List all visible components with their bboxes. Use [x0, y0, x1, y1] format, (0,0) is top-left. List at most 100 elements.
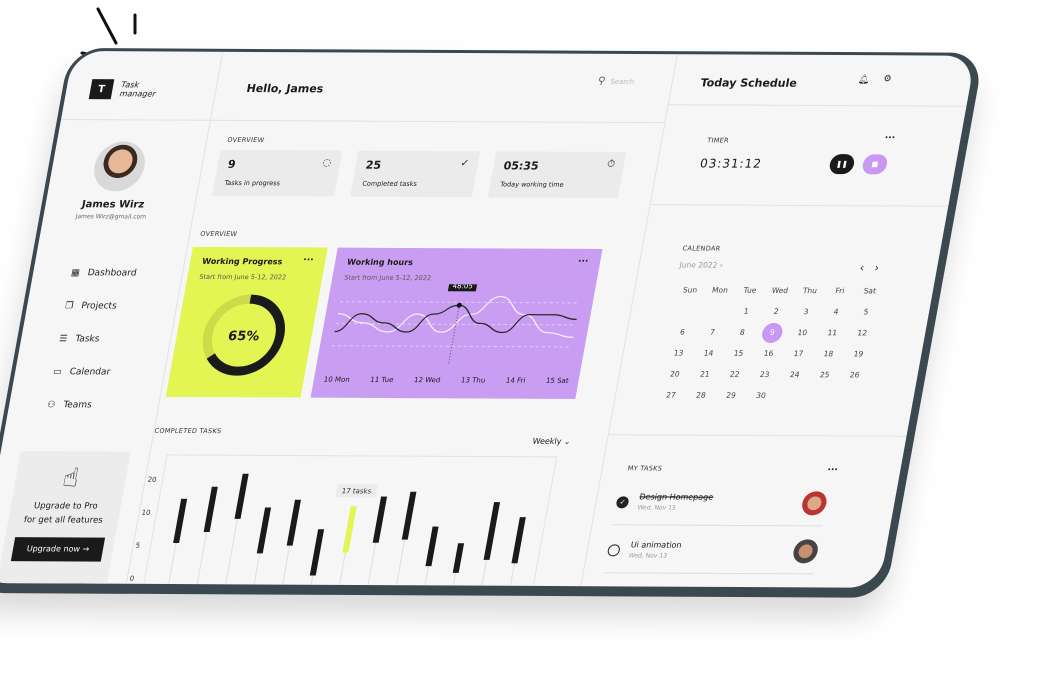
- weekly-dropdown[interactable]: Weekly ⌄: [532, 437, 572, 446]
- day-cell[interactable]: 29: [714, 385, 748, 406]
- day-cell[interactable]: 24: [778, 364, 812, 385]
- day-cell[interactable]: 17: [782, 343, 816, 364]
- nav-label: Tasks: [74, 333, 101, 344]
- day-cell[interactable]: 18: [812, 343, 846, 364]
- nav-dashboard[interactable]: ▦ Dashboard: [68, 256, 139, 289]
- day-cell[interactable]: 11: [815, 322, 849, 343]
- day-cell[interactable]: 12: [845, 322, 879, 343]
- day-cell[interactable]: 27: [654, 384, 688, 405]
- bar: [173, 498, 188, 544]
- bar-stem: [252, 553, 261, 588]
- next-month-icon[interactable]: ›: [873, 261, 881, 275]
- task-item[interactable]: ✓ Design Homepage Wed, Nov 13: [612, 479, 831, 527]
- task-item[interactable]: Ui animation Wed, Nov 13: [603, 527, 822, 575]
- my-tasks-label: MY TASKS: [626, 464, 663, 473]
- bar: [511, 517, 526, 564]
- prev-month-icon[interactable]: ‹: [858, 261, 866, 275]
- more-icon[interactable]: ···: [883, 133, 896, 144]
- gear-icon[interactable]: ⚙: [882, 74, 893, 85]
- working-hours-card: Working hours Start from June 5-12, 2022…: [310, 247, 603, 399]
- week-row: 6 7 8 9 10 11 12: [666, 321, 880, 343]
- day-cell[interactable]: 2: [759, 301, 793, 322]
- day-cell[interactable]: 8: [726, 322, 760, 343]
- card-title: Working Progress: [201, 256, 284, 267]
- bar: [309, 529, 325, 576]
- day-cell[interactable]: 22: [718, 364, 752, 385]
- day-number: 25: [819, 370, 831, 380]
- nav-teams[interactable]: ⚇ Teams: [44, 388, 115, 421]
- day-number: 23: [759, 369, 771, 379]
- more-icon[interactable]: ···: [826, 465, 839, 476]
- day-cell[interactable]: 14: [692, 343, 726, 364]
- day-cell[interactable]: 16: [752, 343, 786, 364]
- day-number: 28: [695, 390, 707, 400]
- upgrade-button[interactable]: Upgrade now →: [10, 537, 106, 562]
- day-cell[interactable]: 1: [729, 301, 763, 322]
- day-cell[interactable]: 3: [789, 301, 823, 322]
- task-title: Design Homepage: [638, 492, 715, 502]
- day-number: 29: [725, 390, 737, 400]
- list-icon: ☰: [58, 333, 69, 344]
- weekday: Mon: [711, 285, 729, 295]
- more-icon[interactable]: ···: [577, 256, 590, 267]
- task-date: Wed, Nov 13: [628, 552, 668, 560]
- schedule-title: Today Schedule: [699, 76, 799, 90]
- progress-arc: [202, 294, 285, 376]
- stop-button[interactable]: ■: [861, 154, 889, 175]
- week-row: 27 28 29 30: [654, 384, 868, 406]
- week-row: 20 21 22 23 24 25 26: [658, 363, 872, 385]
- day-cell[interactable]: 28: [684, 385, 718, 406]
- day-cell[interactable]: 21: [688, 364, 722, 385]
- bell-icon[interactable]: 🔔︎: [857, 75, 871, 86]
- day-cell[interactable]: 19: [842, 343, 876, 364]
- day-cell[interactable]: 9: [755, 322, 789, 343]
- day-cell[interactable]: 6: [666, 321, 700, 342]
- day-cell[interactable]: 15: [722, 343, 756, 364]
- stat-label: Completed tasks: [361, 179, 418, 188]
- avatar[interactable]: [89, 141, 150, 192]
- day-cell[interactable]: 13: [662, 342, 696, 363]
- day-number: 15: [732, 348, 745, 358]
- promo-line2: for get all features: [22, 515, 104, 526]
- pointing-hand-icon: ☝: [60, 463, 82, 494]
- task-item[interactable]: NFT Platform mobileWed, Nov 13: [594, 575, 814, 588]
- nav-label: Teams: [62, 399, 93, 410]
- day-number: 3: [802, 307, 810, 317]
- day-cell[interactable]: 30: [744, 385, 778, 406]
- bar-stem: [337, 552, 346, 588]
- day-cell[interactable]: 5: [849, 301, 883, 322]
- pause-button[interactable]: ❚❚: [828, 154, 856, 175]
- search-input[interactable]: ⚲ Search: [597, 76, 635, 87]
- day-number: 10: [796, 328, 808, 338]
- day-cell[interactable]: 10: [785, 322, 819, 343]
- month-selector[interactable]: June 2022 ›: [678, 260, 724, 270]
- bar: [256, 507, 272, 554]
- day-number: 22: [729, 369, 741, 379]
- card-subtitle: Start from June 5-12, 2022: [343, 273, 432, 283]
- app-screen: T Task manager James Wirz James Wirz@gmail…: [0, 51, 976, 588]
- day-label: 10 Mon: [323, 375, 351, 384]
- day-number: 27: [665, 390, 677, 400]
- bar-stem: [451, 572, 457, 588]
- day-cell[interactable]: 4: [819, 301, 853, 322]
- check-circle-icon: ✓: [459, 158, 470, 170]
- day-cell[interactable]: 7: [696, 322, 730, 343]
- day-cell[interactable]: 25: [808, 364, 842, 385]
- nav-tasks[interactable]: ☰ Tasks: [56, 322, 127, 355]
- bar-stem: [423, 566, 429, 588]
- day-number: 30: [755, 390, 767, 400]
- more-icon[interactable]: ···: [302, 255, 315, 266]
- day-cell[interactable]: 26: [838, 364, 872, 385]
- day-cell[interactable]: 23: [748, 364, 782, 385]
- weekday-row: Sun Mon Tue Wed Thu Fri Sat: [673, 279, 887, 301]
- nav: ▦ Dashboard ❐ Projects ☰ Tasks ▭ Calendar ⚇ T…: [44, 256, 139, 421]
- stat-completed-tasks: 25 Completed tasks ✓: [350, 150, 481, 198]
- nav-calendar[interactable]: ▭ Calendar: [50, 355, 121, 388]
- task-checkbox[interactable]: ✓: [615, 495, 630, 508]
- nav-projects[interactable]: ❐ Projects: [62, 289, 133, 322]
- bar: [401, 491, 417, 540]
- task-checkbox[interactable]: [606, 543, 621, 556]
- day-cell[interactable]: 20: [658, 363, 692, 384]
- search-icon: ⚲: [596, 75, 607, 87]
- task-date: Wed, Nov 13: [636, 504, 677, 512]
